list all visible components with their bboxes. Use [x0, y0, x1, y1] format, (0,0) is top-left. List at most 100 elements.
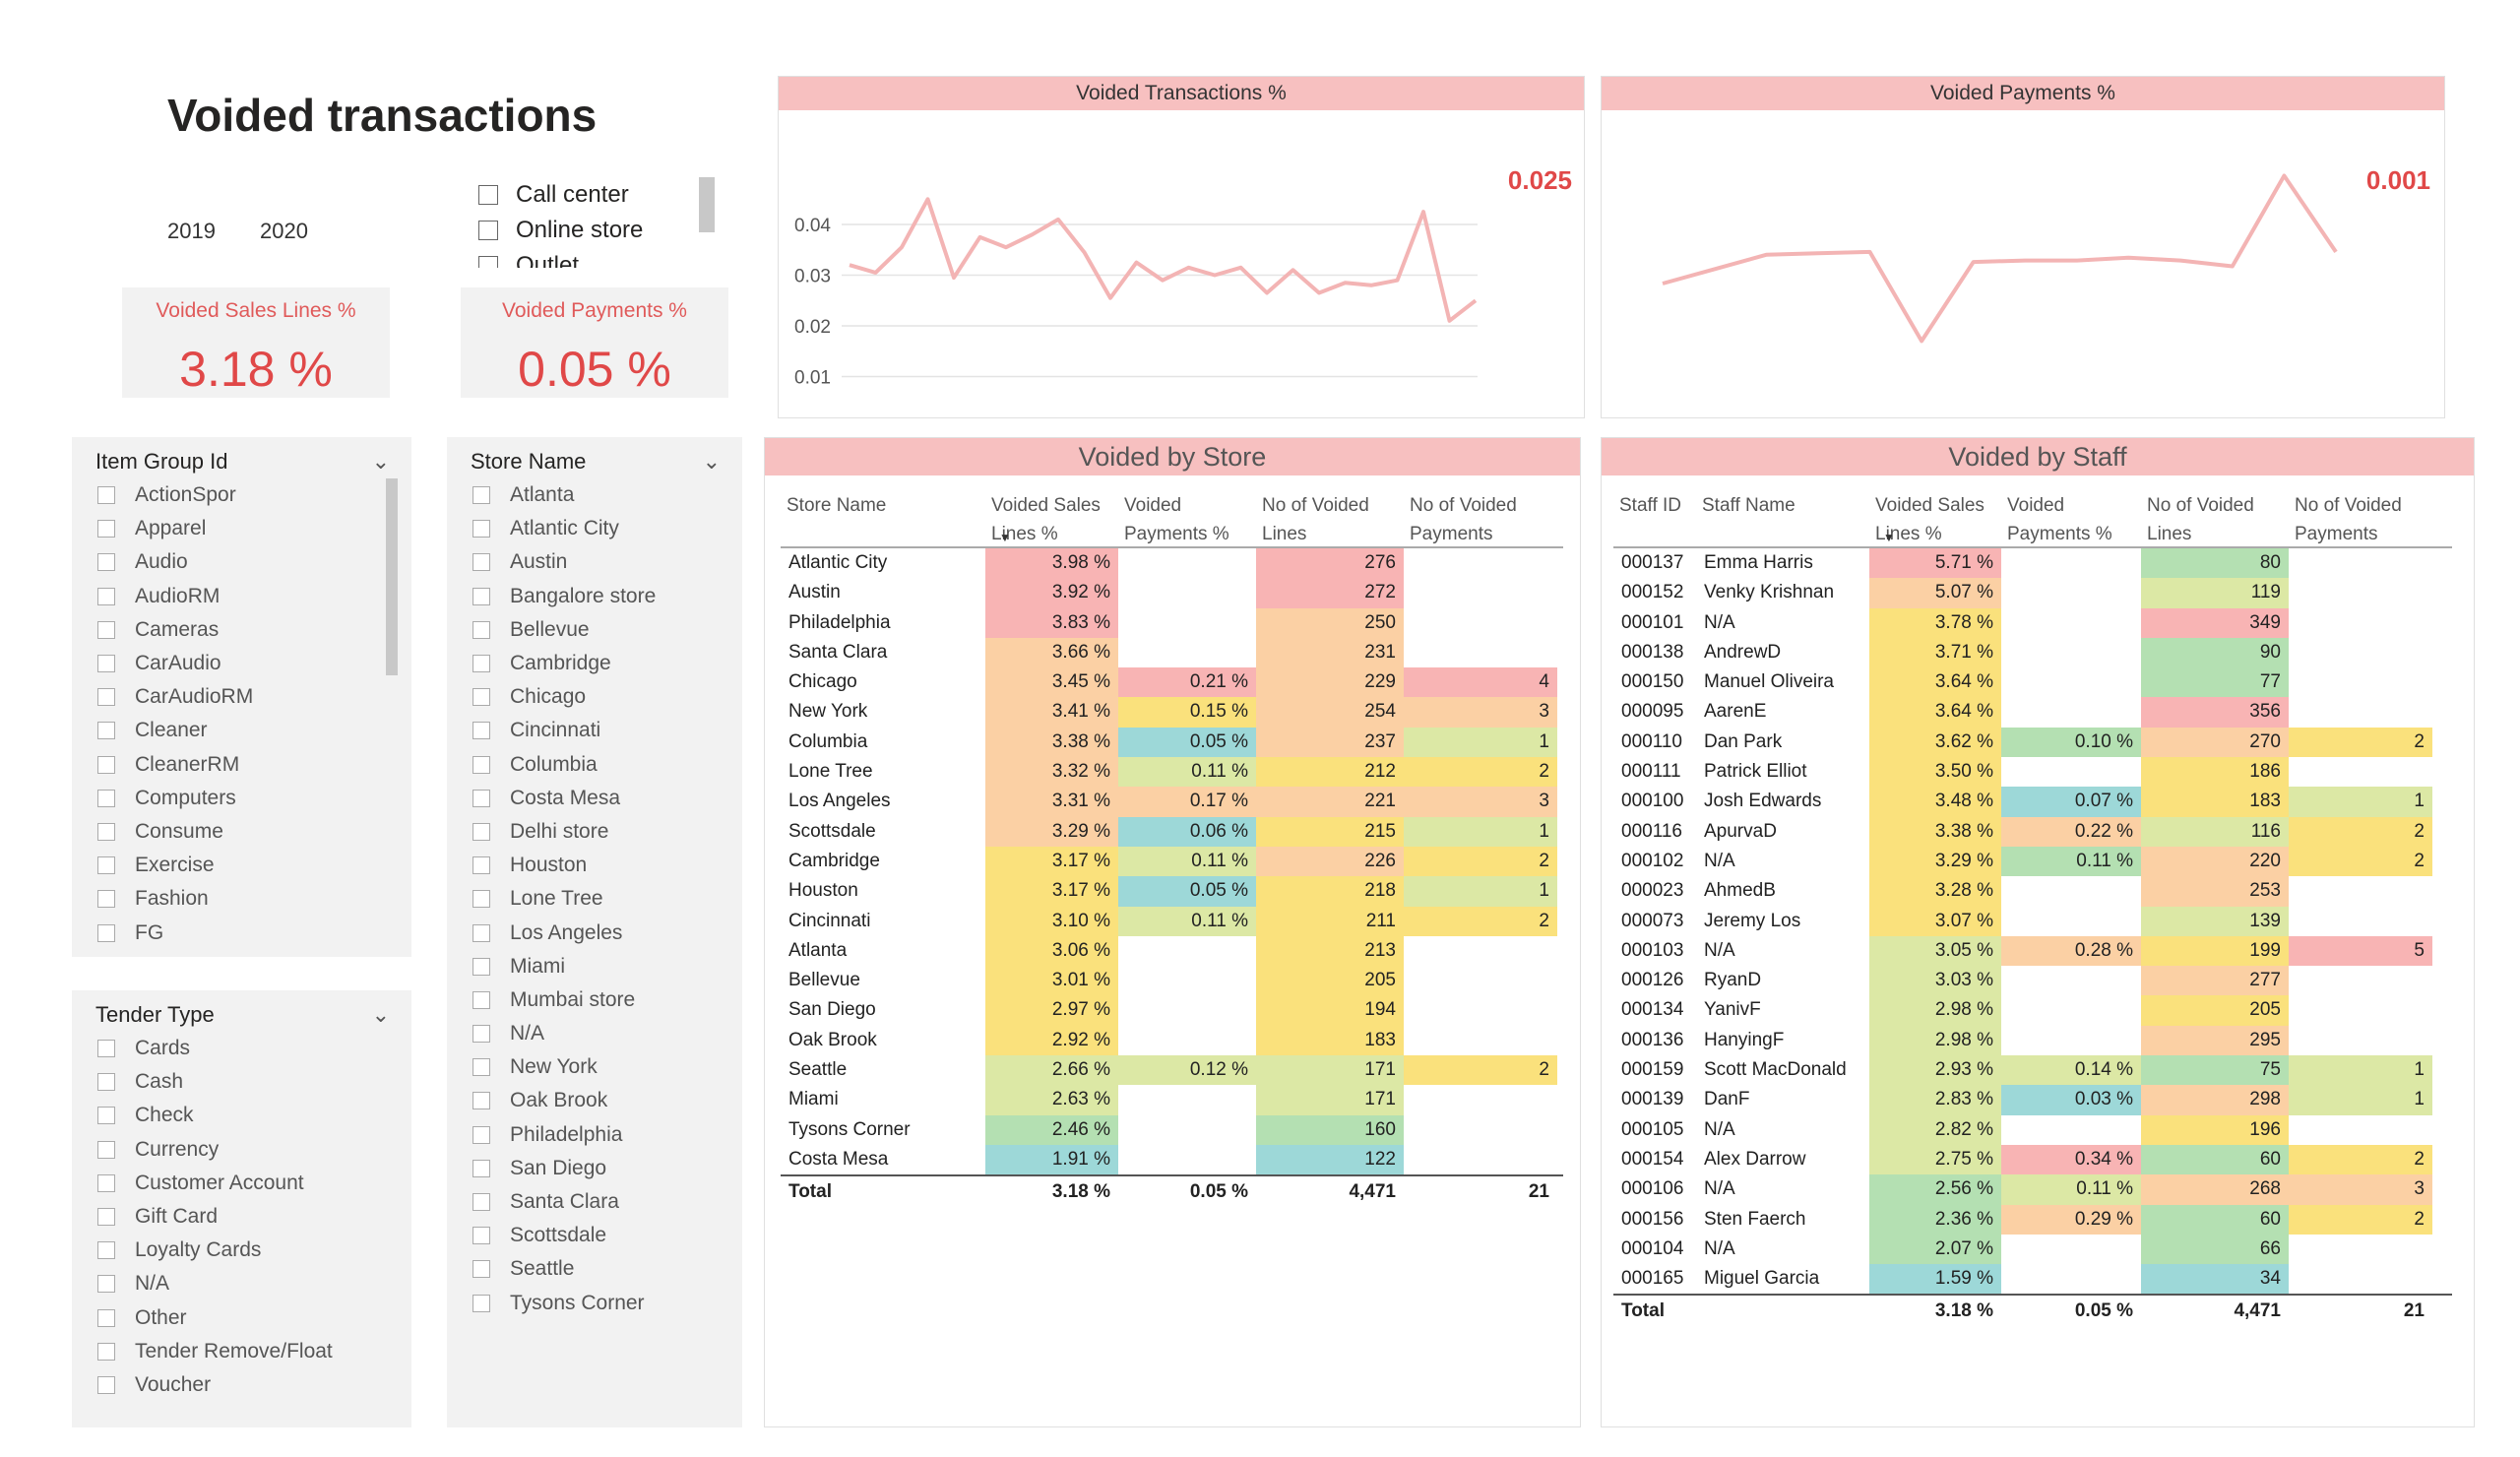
table-row[interactable]: Tysons Corner 2.46 % 160	[781, 1114, 1563, 1145]
table-row[interactable]: 000159 Scott MacDonald 2.93 % 0.14 % 75 1	[1613, 1055, 2452, 1086]
checkbox-icon[interactable]	[97, 1375, 115, 1394]
slicer-item-audiorm[interactable]: AudioRM	[72, 580, 411, 613]
slicer-item-loyalty-cards[interactable]: Loyalty Cards	[72, 1234, 411, 1267]
table-row[interactable]: Cincinnati 3.10 % 0.11 % 211 2	[781, 906, 1563, 936]
slicer-item-gift-card[interactable]: Gift Card	[72, 1200, 411, 1234]
table-row[interactable]: 000154 Alex Darrow 2.75 % 0.34 % 60 2	[1613, 1144, 2452, 1175]
column-header-voided-sales-lines[interactable]: Voided Sales Lines % ▼	[985, 485, 1118, 546]
table-row[interactable]: 000100 Josh Edwards 3.48 % 0.07 % 183 1	[1613, 787, 2452, 817]
table-row[interactable]: Oak Brook 2.92 % 183	[781, 1025, 1563, 1056]
column-header-store-name[interactable]: Store Name	[787, 495, 887, 516]
slicer-item-consume[interactable]: Consume	[72, 815, 411, 849]
slicer-item-actionspor[interactable]: ActionSpor	[72, 478, 411, 512]
table-row[interactable]: 000101 N/A 3.78 % 349	[1613, 607, 2452, 638]
table-row[interactable]: Costa Mesa 1.91 % 122	[781, 1144, 1563, 1175]
checkbox-icon[interactable]	[472, 1025, 490, 1044]
table-row[interactable]: 000137 Emma Harris 5.71 % 80	[1613, 548, 2452, 579]
checkbox-icon[interactable]	[472, 1260, 490, 1279]
column-header-voided-payments[interactable]: Voided Payments %	[2007, 495, 2112, 544]
column-header-no-of-voided-payments[interactable]: No of Voided Payments	[2295, 495, 2402, 544]
checkbox-icon[interactable]	[472, 890, 490, 909]
table-row[interactable]: 000134 YanivF 2.98 % 205	[1613, 995, 2452, 1026]
slicer-header[interactable]: Item Group Id ⌄	[72, 445, 411, 478]
checkbox-icon[interactable]	[97, 520, 115, 538]
table-row[interactable]: Atlanta 3.06 % 213	[781, 935, 1563, 967]
table-row[interactable]: Miami 2.63 % 171	[781, 1085, 1563, 1115]
slicer-item-cameras[interactable]: Cameras	[72, 613, 411, 647]
checkbox-icon[interactable]	[472, 688, 490, 707]
checkbox-icon[interactable]	[478, 256, 498, 268]
slicer-header[interactable]: Store Name ⌄	[447, 445, 742, 478]
checkbox-icon[interactable]	[472, 1125, 490, 1144]
table-row[interactable]: 000105 N/A 2.82 % 196	[1613, 1114, 2452, 1145]
slicer-item-n-a[interactable]: N/A	[447, 1017, 742, 1050]
slicer-item-san-diego[interactable]: San Diego	[447, 1152, 742, 1185]
table-row[interactable]: Philadelphia 3.83 % 250	[781, 607, 1563, 638]
table-row[interactable]: Los Angeles 3.31 % 0.17 % 221 3	[781, 787, 1563, 817]
checkbox-icon[interactable]	[97, 587, 115, 605]
table-row[interactable]: 000106 N/A 2.56 % 0.11 % 268 3	[1613, 1174, 2452, 1205]
slicer-item-other[interactable]: Other	[72, 1301, 411, 1335]
slicer-item-new-york[interactable]: New York	[447, 1050, 742, 1084]
checkbox-icon[interactable]	[97, 620, 115, 639]
slicer-item-currency[interactable]: Currency	[72, 1133, 411, 1167]
checkbox-icon[interactable]	[472, 856, 490, 875]
slicer-item-austin[interactable]: Austin	[447, 545, 742, 579]
slicer-item-seattle[interactable]: Seattle	[447, 1252, 742, 1286]
column-header-no-of-voided-payments[interactable]: No of Voided Payments	[1410, 495, 1517, 544]
checkbox-icon[interactable]	[472, 1294, 490, 1312]
table-row[interactable]: 000138 AndrewD 3.71 % 90	[1613, 637, 2452, 668]
table-row[interactable]: Columbia 3.38 % 0.05 % 237 1	[781, 727, 1563, 758]
channel-item-outlet[interactable]: Outlet	[478, 248, 720, 268]
checkbox-icon[interactable]	[472, 1058, 490, 1077]
table-row[interactable]: 000023 AhmedB 3.28 % 253	[1613, 876, 2452, 907]
table-row[interactable]: 000110 Dan Park 3.62 % 0.10 % 270 2	[1613, 727, 2452, 758]
checkbox-icon[interactable]	[472, 789, 490, 807]
table-row[interactable]: 000095 AarenE 3.64 % 356	[1613, 697, 2452, 728]
table-row[interactable]: Chicago 3.45 % 0.21 % 229 4	[781, 667, 1563, 698]
slicer-item-cards[interactable]: Cards	[72, 1032, 411, 1065]
table-row[interactable]: Atlantic City 3.98 % 276	[781, 548, 1563, 579]
checkbox-icon[interactable]	[97, 923, 115, 942]
checkbox-icon[interactable]	[472, 620, 490, 639]
checkbox-icon[interactable]	[472, 755, 490, 774]
checkbox-icon[interactable]	[472, 587, 490, 605]
slicer-item-los-angeles[interactable]: Los Angeles	[447, 916, 742, 949]
checkbox-icon[interactable]	[97, 486, 115, 505]
slicer-item-philadelphia[interactable]: Philadelphia	[447, 1118, 742, 1152]
slicer-item-houston[interactable]: Houston	[447, 849, 742, 882]
slicer-item-oak-brook[interactable]: Oak Brook	[447, 1084, 742, 1117]
slicer-item-cambridge[interactable]: Cambridge	[447, 647, 742, 680]
checkbox-icon[interactable]	[472, 1092, 490, 1110]
chevron-down-icon[interactable]: ⌄	[702, 449, 721, 474]
table-row[interactable]: 000150 Manuel Oliveira 3.64 % 77	[1613, 667, 2452, 698]
checkbox-icon[interactable]	[97, 722, 115, 740]
table-row[interactable]: 000103 N/A 3.05 % 0.28 % 199 5	[1613, 935, 2452, 967]
table-row[interactable]: 000156 Sten Faerch 2.36 % 0.29 % 60 2	[1613, 1204, 2452, 1235]
table-row[interactable]: 000104 N/A 2.07 % 66	[1613, 1234, 2452, 1265]
checkbox-icon[interactable]	[97, 1040, 115, 1058]
slicer-scrollbar[interactable]	[386, 478, 398, 675]
checkbox-icon[interactable]	[478, 221, 498, 240]
slicer-item-miami[interactable]: Miami	[447, 950, 742, 983]
checkbox-icon[interactable]	[97, 1275, 115, 1294]
slicer-item-bellevue[interactable]: Bellevue	[447, 613, 742, 647]
checkbox-icon[interactable]	[478, 185, 498, 205]
table-row[interactable]: 000111 Patrick Elliot 3.50 % 186	[1613, 757, 2452, 788]
channel-item-call-center[interactable]: Call center	[478, 177, 720, 213]
slicer-item-columbia[interactable]: Columbia	[447, 748, 742, 782]
checkbox-icon[interactable]	[97, 1173, 115, 1192]
slicer-item-audio[interactable]: Audio	[72, 545, 411, 579]
checkbox-icon[interactable]	[97, 1342, 115, 1361]
chevron-down-icon[interactable]: ⌄	[371, 449, 390, 474]
checkbox-icon[interactable]	[472, 957, 490, 976]
channel-item-online-store[interactable]: Online store	[478, 213, 720, 248]
slicer-item-scottsdale[interactable]: Scottsdale	[447, 1219, 742, 1252]
slicer-item-fashion[interactable]: Fashion	[72, 882, 411, 916]
checkbox-icon[interactable]	[472, 655, 490, 673]
table-row[interactable]: 000073 Jeremy Los 3.07 % 139	[1613, 906, 2452, 936]
column-header-no-of-voided-lines[interactable]: No of Voided Lines	[1262, 495, 1369, 544]
slicer-item-cash[interactable]: Cash	[72, 1065, 411, 1099]
slicer-item-lone-tree[interactable]: Lone Tree	[447, 882, 742, 916]
checkbox-icon[interactable]	[97, 1073, 115, 1092]
